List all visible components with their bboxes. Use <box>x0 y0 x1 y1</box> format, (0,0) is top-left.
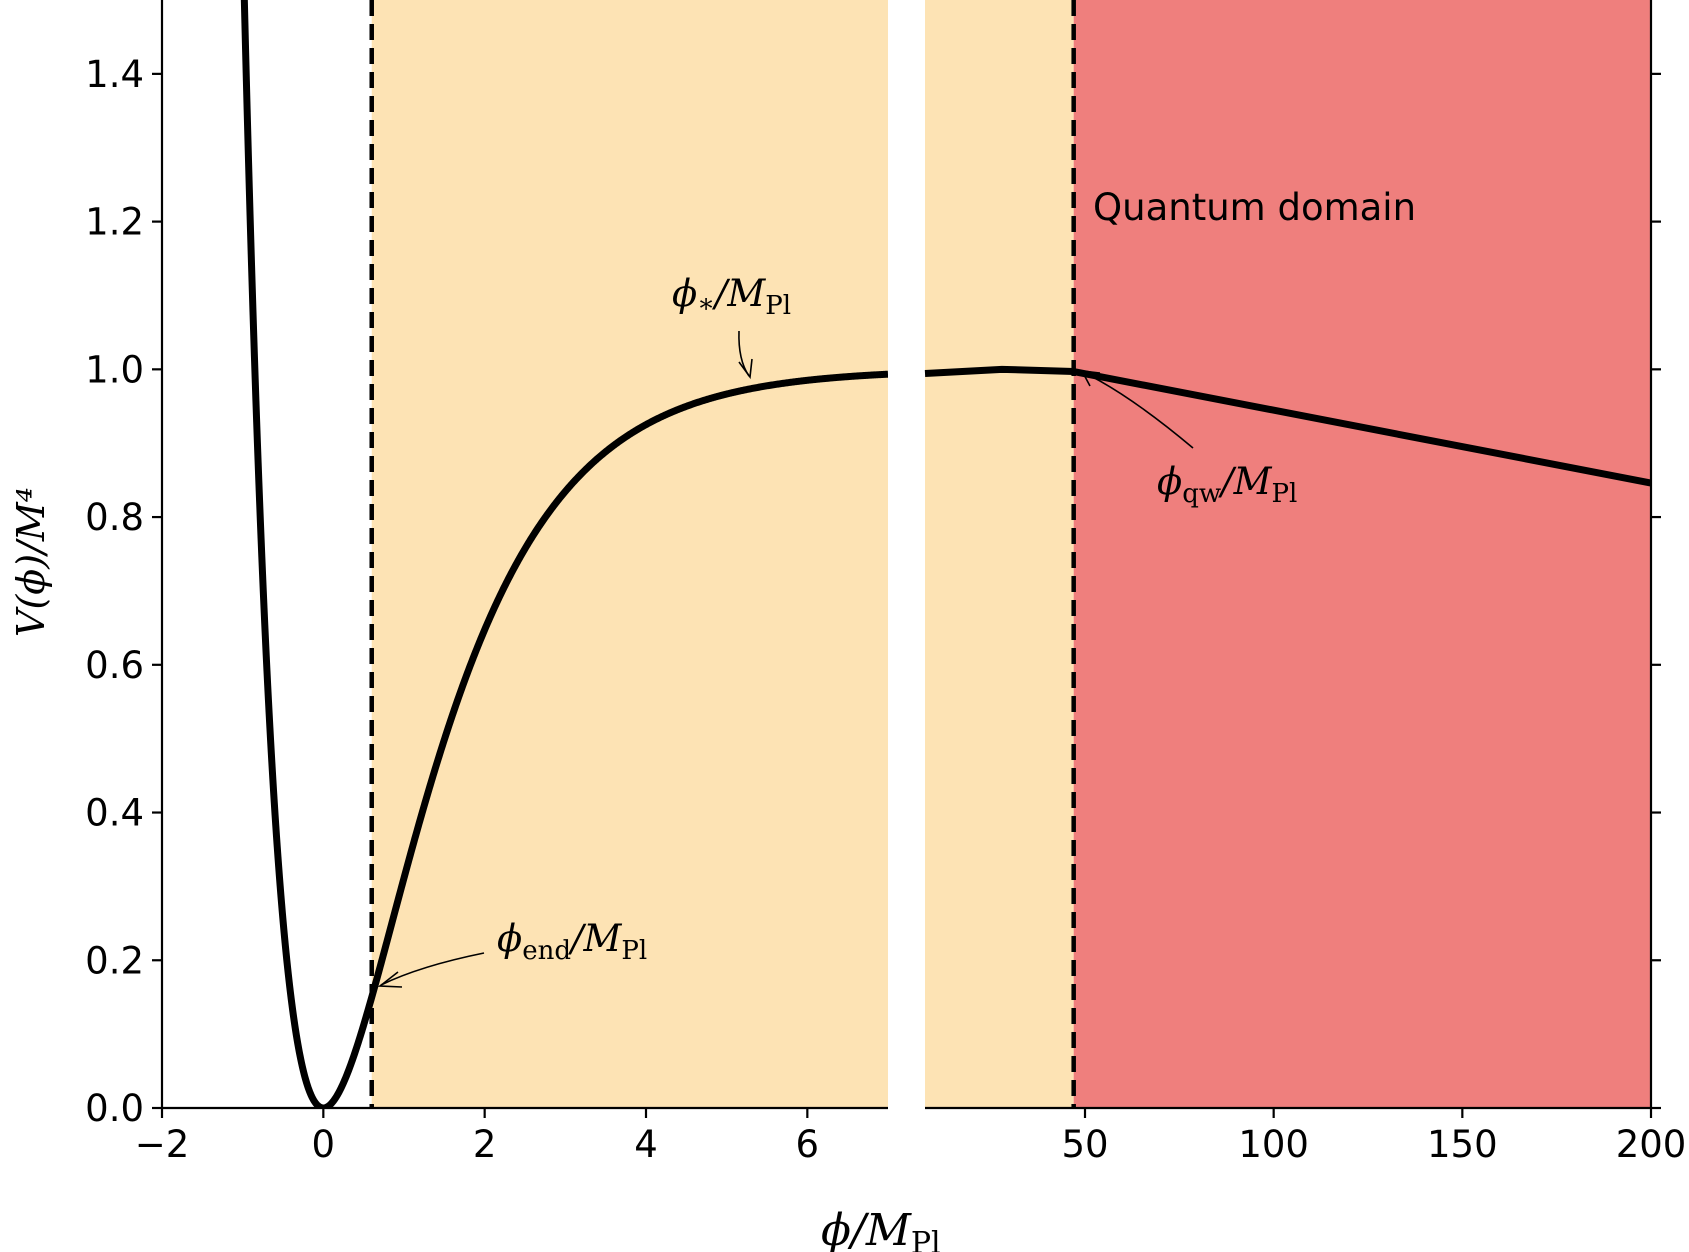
x-axis-label-sub: Pl <box>911 1226 941 1252</box>
x-tick-label-left: 4 <box>634 1123 658 1166</box>
axis-ticks: 0.0 0.2 0.4 0.6 0.8 1.0 1.2 1.4 −2 0 2 4 6 50 100 150 20… <box>85 53 1686 1166</box>
phi-qw-annotation: ϕqw/MPl <box>1157 460 1297 509</box>
x-tick-label-right: 150 <box>1427 1123 1498 1166</box>
phi-star-rest-sub: Pl <box>765 291 791 321</box>
y-tick-label: 0.8 <box>85 496 144 539</box>
phi-qw-sub: qw <box>1182 479 1221 509</box>
phi-end-arrow <box>380 952 485 986</box>
shaded-regions <box>371 0 1651 1108</box>
x-tick-label-left: 6 <box>796 1123 820 1166</box>
phi-end-arrowhead <box>377 971 403 988</box>
region-inflation-left <box>371 0 888 1108</box>
quantum-domain-label: Quantum domain <box>1093 186 1416 229</box>
x-tick-label-right: 200 <box>1616 1123 1687 1166</box>
y-tick-label: 0.2 <box>85 939 144 982</box>
phi-qw-main: ϕ <box>1157 460 1182 503</box>
phi-qw-rest: /M <box>1218 460 1272 503</box>
x-axis-label: ϕ/MPl <box>821 1205 941 1252</box>
y-tick-label: 1.4 <box>85 53 144 96</box>
x-tick-label-right: 50 <box>1061 1123 1108 1166</box>
phi-qw-arrow <box>1082 371 1194 449</box>
y-tick-label: 0.4 <box>85 792 144 835</box>
phi-end-annotation: ϕend/MPl <box>497 917 647 966</box>
phi-end-rest-sub: Pl <box>621 936 647 966</box>
x-tick-label-left: −2 <box>135 1123 190 1166</box>
phi-star-rest: /M <box>712 272 766 315</box>
phi-end-sub: end <box>522 936 571 966</box>
y-tick-label: 1.0 <box>85 348 144 391</box>
phi-qw-rest-sub: Pl <box>1272 479 1298 509</box>
x-axis-label-main: ϕ/M <box>821 1205 912 1252</box>
curve-right-panel <box>924 365 1652 487</box>
phi-star-annotation: ϕ∗/MPl <box>672 272 791 321</box>
phi-end-main: ϕ <box>497 917 522 960</box>
x-tick-label-left: 2 <box>473 1123 497 1166</box>
x-tick-label-right: 100 <box>1238 1123 1309 1166</box>
region-inflation-right <box>925 0 1074 1108</box>
phi-star-arrowhead <box>738 358 753 380</box>
y-tick-label: 0.6 <box>85 644 144 687</box>
phi-star-sub: ∗ <box>697 289 715 319</box>
phi-star-main: ϕ <box>672 272 697 315</box>
region-quantum-domain <box>1073 0 1651 1108</box>
y-tick-label: 0.0 <box>85 1087 144 1130</box>
axes-frames <box>160 0 1653 1110</box>
y-axis-label: V(ϕ)/M⁴ <box>9 487 53 637</box>
curve-left-panel <box>240 0 888 1108</box>
x-tick-label-left: 0 <box>312 1123 336 1166</box>
potential-curve <box>240 0 1652 1108</box>
phi-qw-arrowhead <box>1080 370 1101 387</box>
y-tick-label: 1.2 <box>85 201 144 244</box>
phi-end-rest: /M <box>568 917 622 960</box>
threshold-lines <box>369 0 1076 1108</box>
